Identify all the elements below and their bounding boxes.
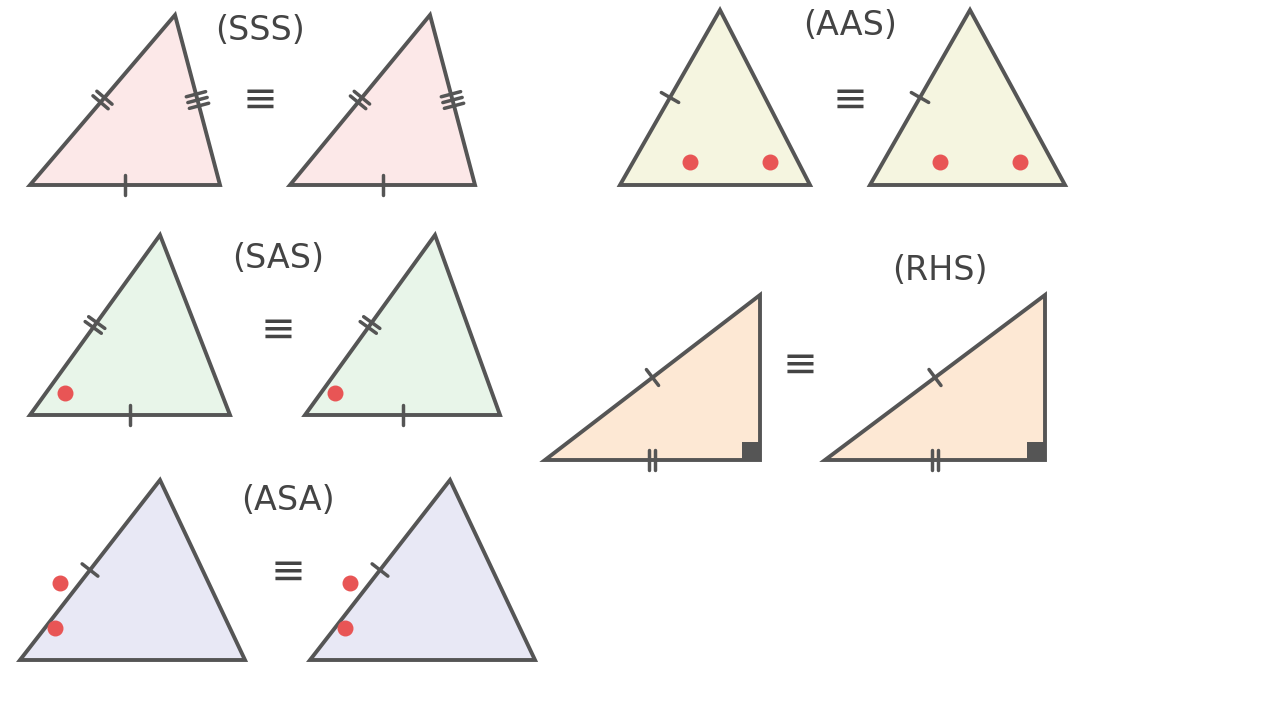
Point [680, 156, 700, 168]
Polygon shape [291, 15, 475, 185]
Text: ≡: ≡ [243, 79, 278, 121]
Polygon shape [29, 235, 230, 415]
Point [55, 387, 76, 399]
Polygon shape [29, 15, 220, 185]
Text: ≡: ≡ [270, 551, 306, 593]
Point [929, 156, 950, 168]
Polygon shape [1027, 442, 1044, 460]
Polygon shape [310, 480, 535, 660]
Text: (ASA): (ASA) [241, 484, 335, 516]
Point [325, 387, 346, 399]
Polygon shape [620, 10, 810, 185]
Polygon shape [545, 295, 760, 460]
Text: ≡: ≡ [782, 344, 818, 386]
Text: ≡: ≡ [832, 79, 868, 121]
Polygon shape [305, 235, 500, 415]
Text: (SAS): (SAS) [232, 241, 324, 274]
Point [50, 577, 70, 589]
Point [339, 577, 360, 589]
Point [335, 622, 356, 634]
Text: (RHS): (RHS) [892, 253, 988, 287]
Polygon shape [870, 10, 1065, 185]
Point [760, 156, 781, 168]
Point [1010, 156, 1030, 168]
Text: (AAS): (AAS) [803, 9, 897, 42]
Polygon shape [20, 480, 244, 660]
Polygon shape [742, 442, 760, 460]
Text: (SSS): (SSS) [215, 14, 305, 47]
Text: ≡: ≡ [261, 309, 296, 351]
Point [45, 622, 65, 634]
Polygon shape [826, 295, 1044, 460]
